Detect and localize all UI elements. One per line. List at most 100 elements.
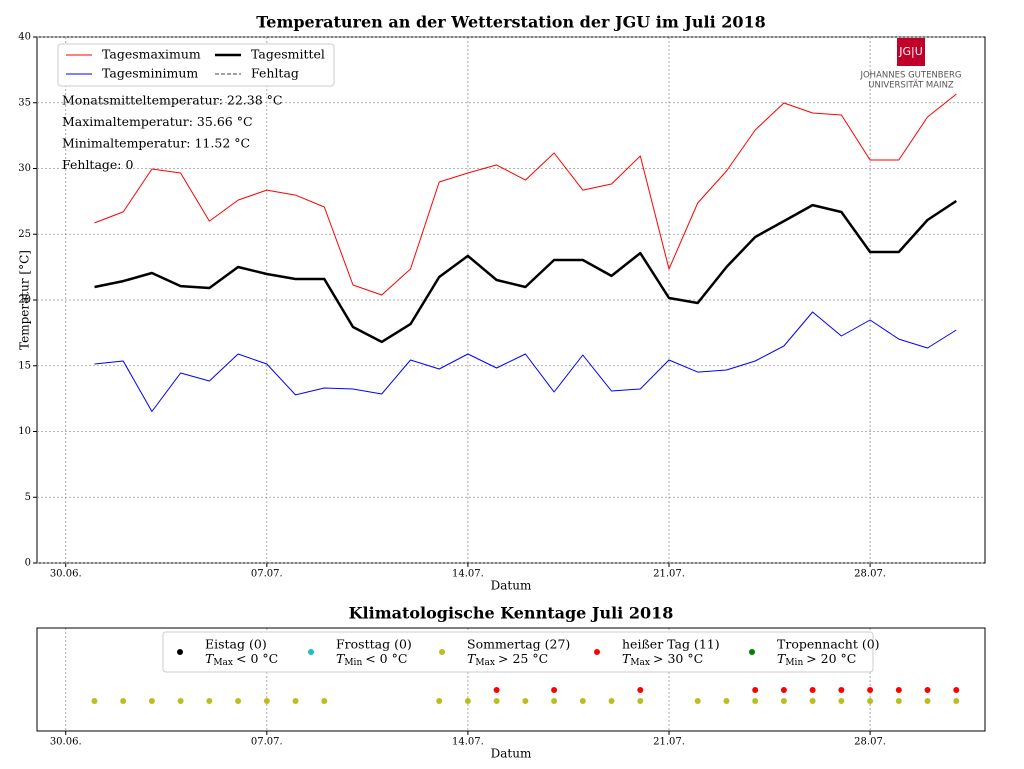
criterion-rest: < 0 °C (236, 651, 278, 666)
y-tick-label: 5 (25, 492, 31, 503)
logo-line2: UNIVERSITÄT MAINZ (868, 80, 954, 91)
event-dot (579, 698, 586, 704)
annotation: Minimaltemperatur: 11.52 °C (62, 136, 250, 151)
legend-criterion: TMax > 25 °C (467, 651, 548, 668)
y-tick-label: 10 (18, 426, 31, 437)
legend-box (162, 631, 874, 673)
event-dot (321, 698, 328, 704)
y-tick-label: 20 (18, 295, 31, 306)
x-tick-label: 28.07. (854, 569, 886, 580)
event-dot (148, 698, 155, 704)
event-dot (464, 698, 471, 704)
criterion-rest: > 25 °C (498, 651, 548, 666)
legend-label: Tropennacht (0) (777, 637, 880, 652)
event-dot (838, 698, 845, 704)
event-dot (493, 698, 500, 704)
x-tick-label: 30.06. (50, 569, 82, 580)
criterion-sub: Min (344, 658, 362, 668)
legend-box (57, 43, 335, 87)
event-dot (608, 698, 615, 704)
legend-label: Sommertag (27) (467, 637, 570, 652)
data-line (94, 93, 957, 296)
y-tick-label: 15 (18, 360, 31, 371)
legend-criterion: TMax > 30 °C (622, 651, 703, 668)
logo-mark-box (897, 38, 925, 66)
event-dot (493, 687, 500, 693)
legend-criterion: TMin < 0 °C (336, 651, 407, 668)
legend-criterion: TMax < 0 °C (205, 651, 278, 668)
criterion-sub: Max (630, 658, 650, 668)
legend-label: Tagesmaximum (102, 47, 201, 62)
event-dot (120, 698, 127, 704)
event-dot (809, 687, 816, 693)
event-dot (551, 687, 558, 693)
event-dot (809, 698, 816, 704)
event-dot (263, 698, 270, 704)
annotation: Monatsmitteltemperatur: 22.38 °C (62, 93, 282, 108)
event-dot (780, 687, 787, 693)
x-tick-label: 14.07. (452, 737, 484, 748)
event-dot (838, 687, 845, 693)
criterion-sub: Max (213, 658, 233, 668)
criterion-sub: Max (475, 658, 495, 668)
legend-marker (308, 649, 314, 655)
event-dot (177, 698, 184, 704)
legend-label: Tagesminimum (102, 66, 198, 81)
y-tick-label: 40 (18, 32, 31, 43)
legend-criterion: TMin > 20 °C (777, 651, 856, 668)
event-dot (522, 698, 529, 704)
event-dot (637, 698, 644, 704)
event-dot (895, 698, 902, 704)
logo-mark: JG|U (898, 45, 923, 58)
criterion-var: T (777, 651, 787, 666)
legend-label: Fehltag (251, 66, 299, 81)
data-line (94, 311, 957, 412)
legend-label: Frosttag (0) (336, 637, 412, 652)
event-dot (637, 687, 644, 693)
annotation: Fehltage: 0 (62, 157, 133, 172)
axes-frame (36, 627, 986, 732)
criterion-rest: < 0 °C (365, 651, 407, 666)
data-line (94, 199, 957, 344)
criterion-var: T (622, 651, 632, 666)
legend-marker (439, 649, 445, 655)
criterion-var: T (205, 651, 215, 666)
x-axis-label: Datum (491, 579, 532, 593)
event-dot (924, 698, 931, 704)
chart-title: Klimatologische Kenntage Juli 2018 (349, 604, 674, 623)
legend-label: Eistag (0) (205, 637, 267, 652)
legend-marker (594, 649, 600, 655)
event-dot (867, 698, 874, 704)
criterion-rest: > 30 °C (653, 651, 703, 666)
legend-label: Tagesmittel (251, 47, 325, 62)
event-dot (752, 698, 759, 704)
event-dot (953, 698, 960, 704)
criterion-var: T (336, 651, 346, 666)
y-tick-label: 30 (18, 163, 31, 174)
event-dot (752, 687, 759, 693)
y-tick-label: 0 (25, 558, 31, 569)
event-dot (780, 698, 787, 704)
legend-marker (177, 649, 183, 655)
event-dot (292, 698, 299, 704)
criterion-var: T (467, 651, 477, 666)
legend-marker (749, 649, 755, 655)
y-tick-label: 35 (18, 97, 31, 108)
event-dot (723, 698, 730, 704)
x-tick-label: 28.07. (854, 737, 886, 748)
x-tick-label: 21.07. (653, 737, 685, 748)
event-dot (924, 687, 931, 693)
event-dot (436, 698, 443, 704)
criterion-rest: > 20 °C (806, 651, 856, 666)
criterion-sub: Min (785, 658, 803, 668)
event-dot (867, 687, 874, 693)
y-axis-label: Temperatur [°C] (18, 250, 32, 350)
event-dot (551, 698, 558, 704)
x-axis-label: Datum (491, 747, 532, 761)
event-dot (235, 698, 242, 704)
x-tick-label: 07.07. (251, 569, 283, 580)
legend-label: heißer Tag (11) (622, 637, 720, 652)
event-dot (91, 698, 98, 704)
